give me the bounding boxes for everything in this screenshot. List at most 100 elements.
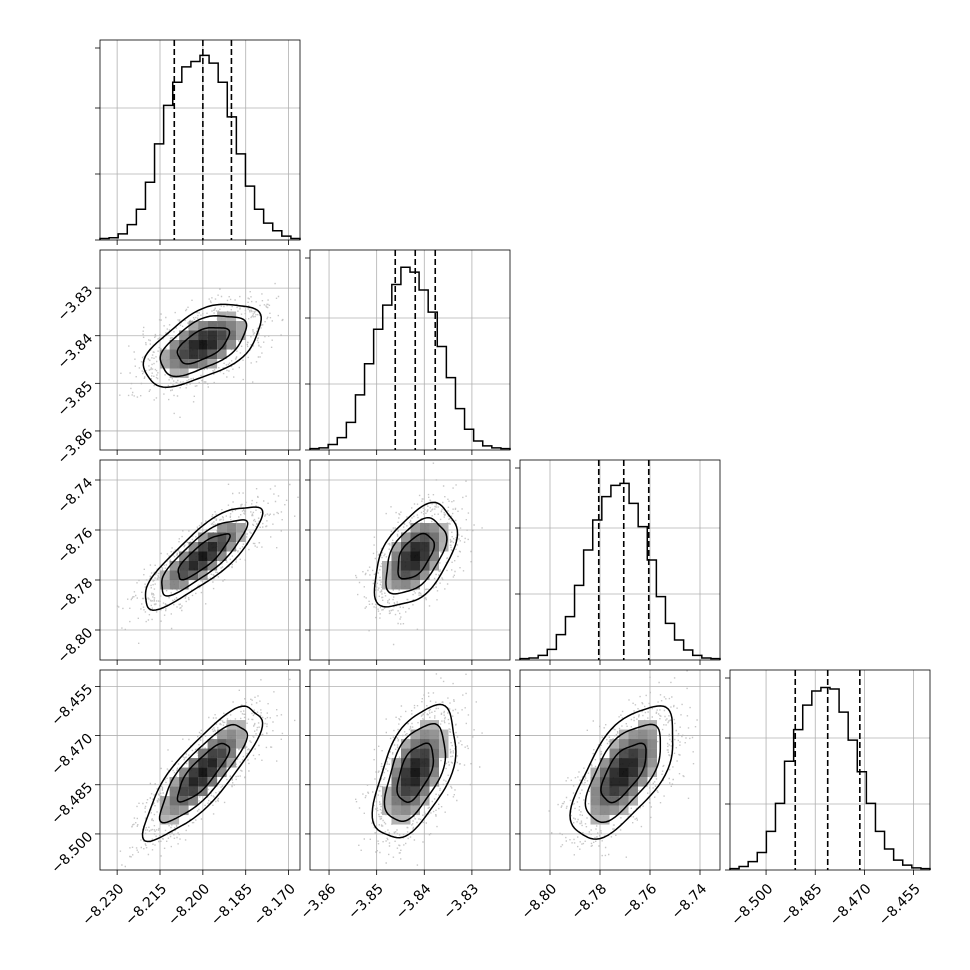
- density-cell: [419, 758, 430, 768]
- contour-line: [177, 533, 231, 581]
- density-cell: [429, 739, 439, 749]
- density-cell: [207, 330, 218, 341]
- density-cell: [429, 532, 439, 542]
- x-tick-label: −3.86: [298, 881, 340, 923]
- contour-line: [161, 519, 249, 597]
- y-tick-label: −8.500: [48, 829, 96, 877]
- histogram-panel-0: [95, 39, 301, 245]
- density-cell: [647, 739, 657, 749]
- density-cell: [381, 796, 392, 806]
- density-cell: [609, 748, 619, 759]
- histogram-steps: [309, 266, 511, 450]
- density-cell: [207, 551, 218, 561]
- y-tick-label: −8.78: [55, 575, 97, 617]
- density-cell: [619, 777, 629, 787]
- density-cell: [419, 523, 430, 533]
- density-cell: [628, 786, 638, 797]
- panel-frame: [519, 459, 721, 661]
- y-tick-label: −3.85: [55, 378, 97, 420]
- density-cell: [438, 748, 449, 759]
- density-cell: [217, 767, 227, 778]
- x-tick-label: −8.185: [208, 881, 256, 929]
- contour-line: [385, 516, 448, 595]
- contour-line: [176, 742, 231, 803]
- density-cell: [400, 561, 411, 571]
- density-cell: [647, 767, 657, 778]
- density-cell: [419, 767, 430, 778]
- density-cell: [391, 551, 401, 561]
- x-tick-label: −8.230: [79, 881, 127, 929]
- density-cell: [429, 720, 439, 730]
- density-cell: [226, 523, 237, 533]
- density-cell: [429, 729, 439, 740]
- contour-line: [144, 506, 264, 611]
- density-cell: [169, 796, 180, 806]
- density-cell: [179, 349, 189, 360]
- density-cell: [410, 739, 420, 749]
- pair-panel-0-3: [95, 669, 301, 875]
- density-cell: [391, 796, 401, 806]
- density-cell: [169, 359, 180, 369]
- histogram-panel-1: [305, 249, 511, 455]
- density-cell: [391, 542, 401, 552]
- panel-frame: [729, 669, 931, 871]
- density-cell: [160, 359, 170, 369]
- contour-line: [142, 303, 262, 388]
- density-cell: [391, 777, 401, 787]
- panel-frame: [519, 669, 721, 871]
- density-cell: [198, 767, 208, 778]
- y-tick-label: −8.455: [48, 681, 96, 729]
- density-cell: [628, 748, 638, 759]
- density-cell: [236, 330, 246, 341]
- density-cell: [410, 786, 420, 797]
- density-cell: [391, 570, 401, 580]
- density-cell: [410, 805, 420, 816]
- pair-panel-1-3: [305, 669, 511, 875]
- density-cell: [391, 580, 401, 590]
- density-cell: [169, 561, 180, 571]
- x-tick-label: −8.215: [122, 881, 170, 929]
- density-cell: [400, 748, 411, 759]
- density-cell: [169, 580, 180, 590]
- density-cell: [188, 786, 199, 797]
- density-cell: [419, 786, 430, 797]
- density-cell: [400, 580, 411, 590]
- density-cell: [628, 729, 638, 740]
- contour-line: [141, 705, 264, 843]
- density-cell: [207, 542, 218, 552]
- x-tick-label: −8.500: [728, 881, 776, 929]
- density-cell: [207, 767, 218, 778]
- density-cell: [410, 542, 420, 552]
- density-cell: [638, 767, 648, 778]
- density-cell: [429, 767, 439, 778]
- x-tick-label: −8.200: [165, 881, 213, 929]
- density-cell: [419, 729, 430, 740]
- density-cell: [419, 570, 430, 580]
- pair-panel-0-1: [95, 249, 301, 455]
- density-cell: [198, 758, 208, 768]
- density-cell: [217, 349, 227, 360]
- x-tick-label: −8.76: [619, 881, 661, 923]
- density-cell: [198, 340, 208, 350]
- density-cell: [619, 758, 629, 768]
- density-cell: [179, 786, 189, 797]
- density-cell: [600, 777, 610, 787]
- density-cell: [400, 758, 411, 768]
- x-tick-label: −8.455: [876, 881, 924, 929]
- density-cell: [207, 561, 218, 571]
- density-cell: [429, 561, 439, 571]
- density-cell: [217, 758, 227, 768]
- density-cell: [160, 805, 170, 816]
- x-tick-label: −8.170: [251, 881, 299, 929]
- panel-content: [119, 678, 296, 868]
- panel-frame: [99, 459, 301, 661]
- contour-line: [158, 723, 249, 824]
- density-cell: [609, 739, 619, 749]
- density-cell: [188, 561, 199, 571]
- density-cell: [236, 720, 246, 730]
- density-cell: [400, 767, 411, 778]
- histogram-panel-3: [725, 669, 931, 875]
- density-cell: [179, 777, 189, 787]
- contour-line: [397, 532, 436, 580]
